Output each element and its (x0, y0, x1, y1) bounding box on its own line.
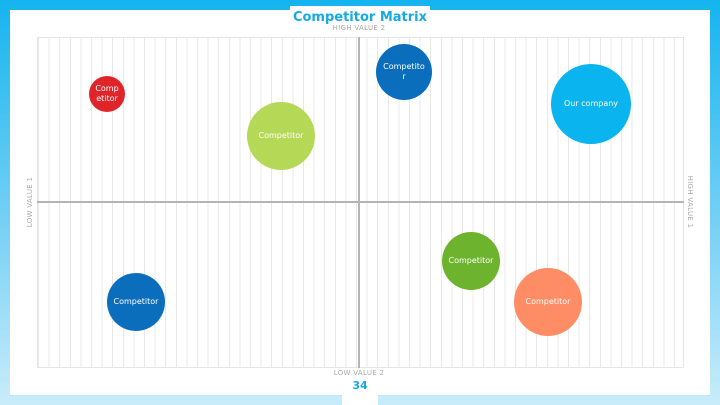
axis-label-left: LOW VALUE 1 (26, 176, 34, 228)
bubble: Competitor (376, 44, 432, 100)
axis-label-top: HIGH VALUE 2 (332, 24, 386, 32)
vertical-axis (358, 37, 360, 368)
title: Competitor Matrix (290, 6, 430, 26)
axis-label-right: HIGH VALUE 1 (686, 175, 694, 229)
bubble: Our company (551, 64, 631, 144)
bubble: Competitor (442, 232, 500, 290)
page-number: 34 (342, 376, 378, 405)
bubble: Competitor (247, 102, 315, 170)
bubble: Competitor (514, 268, 582, 336)
axis-label-bottom: LOW VALUE 2 (333, 369, 385, 377)
bubble: Competitor (107, 273, 165, 331)
horizontal-axis (37, 201, 684, 203)
bubble: Competitor (89, 76, 125, 112)
